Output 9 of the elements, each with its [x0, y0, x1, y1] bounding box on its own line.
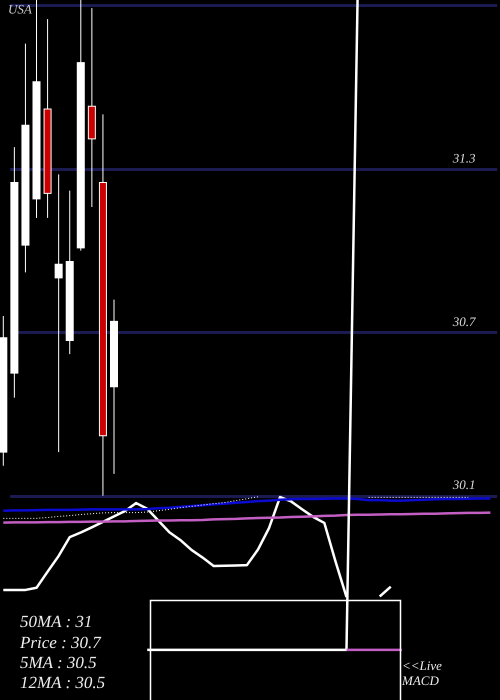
- annotation: <<Live MACD: [401, 658, 442, 688]
- annotation: 5MA : 30.5: [20, 653, 97, 672]
- y-tick-label: 30.7: [452, 314, 476, 329]
- y-tick-label: 30.1: [452, 477, 476, 492]
- annotation: 12MA : 30.5: [20, 673, 106, 692]
- annotation: 50MA : 31: [20, 612, 92, 631]
- chart-title: USA: [8, 1, 32, 16]
- y-tick-label: 31.3: [452, 150, 476, 166]
- annotation: Price : 30.7: [19, 633, 102, 652]
